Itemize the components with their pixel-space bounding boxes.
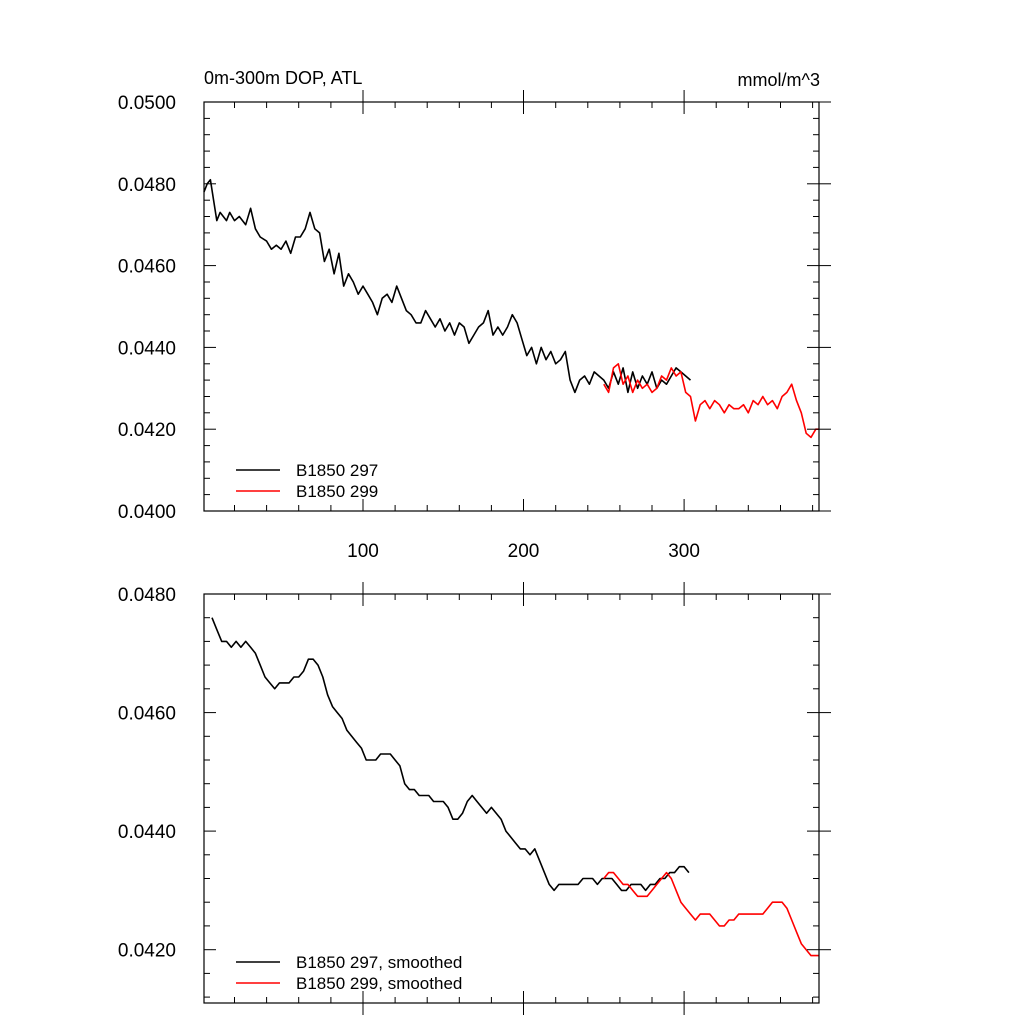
y-tick-label: 0.0480 (118, 585, 176, 606)
series-line-1 (203, 178, 692, 394)
series-line-1 (211, 617, 690, 892)
legend-label: B1850 297 (296, 461, 378, 480)
series-line-2 (603, 363, 819, 439)
bottom-axis-ticks (204, 582, 831, 1015)
y-tick-label: 0.0420 (118, 420, 176, 441)
units-label: mmol/m^3 (738, 70, 820, 90)
series-line-2 (603, 871, 819, 957)
top-y-tick-labels: 0.0400 0.0420 0.0440 0.0460 0.0480 0.050… (118, 93, 176, 523)
bottom-plot-frame (203, 593, 820, 1004)
bottom-panel: 0.0420 0.0440 0.0460 0.0480 B1850 297, s… (118, 582, 831, 1015)
y-tick-label: 0.0460 (118, 257, 176, 278)
y-tick-label: 0.0460 (118, 704, 176, 725)
bottom-y-tick-labels: 0.0420 0.0440 0.0460 0.0480 (118, 585, 176, 962)
y-tick-label: 0.0400 (118, 502, 176, 523)
top-legend: B1850 297 B1850 299 (236, 461, 378, 501)
legend-label: B1850 297, smoothed (296, 953, 462, 972)
bottom-series-lines (211, 617, 819, 957)
y-tick-label: 0.0440 (118, 338, 176, 359)
top-series-lines (203, 178, 819, 439)
x-tick-label: 300 (668, 541, 700, 562)
y-tick-label: 0.0500 (118, 93, 176, 114)
bottom-legend: B1850 297, smoothed B1850 299, smoothed (236, 953, 462, 993)
legend-label: B1850 299 (296, 482, 378, 501)
panel-title: 0m-300m DOP, ATL (204, 68, 362, 88)
y-tick-label: 0.0440 (118, 822, 176, 843)
x-tick-label: 100 (347, 541, 379, 562)
y-tick-label: 0.0420 (118, 941, 176, 962)
x-tick-label: 200 (508, 541, 540, 562)
top-x-tick-labels: 100 200 300 (347, 541, 700, 562)
y-tick-label: 0.0480 (118, 175, 176, 196)
top-plot-frame (203, 101, 820, 512)
top-panel: 0m-300m DOP, ATL mmol/m^3 0.0400 0.0420 … (118, 68, 831, 562)
top-axis-ticks (204, 90, 831, 512)
legend-label: B1850 299, smoothed (296, 974, 462, 993)
